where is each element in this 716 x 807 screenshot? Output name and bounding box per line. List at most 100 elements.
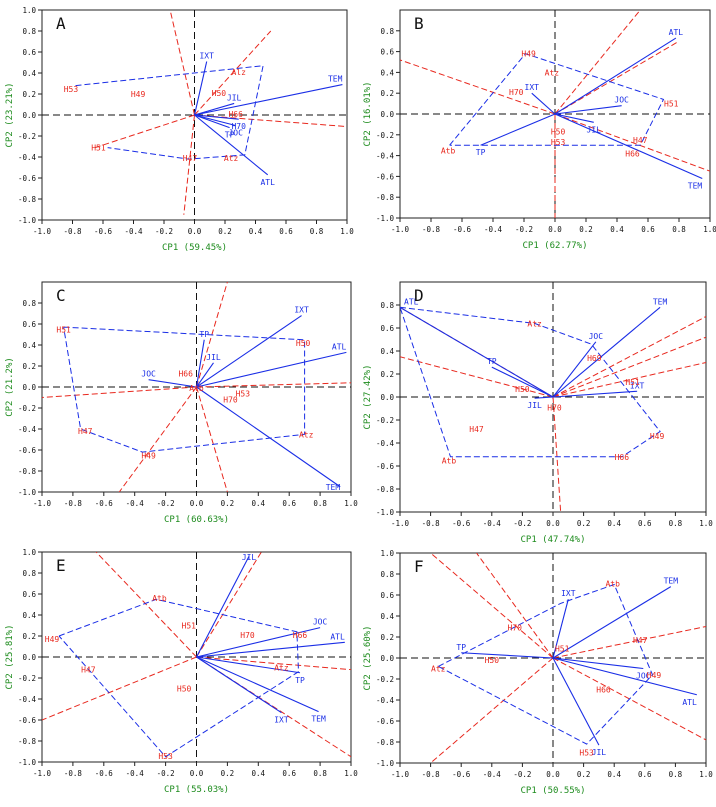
x-tick-label: -0.8 [64, 499, 83, 508]
sector-ray [196, 382, 351, 388]
sector-ray [552, 396, 562, 512]
x-tick-label: 0.6 [279, 227, 293, 236]
y-tick-label: 0.0 [380, 393, 394, 402]
genotype-vector [194, 114, 269, 176]
genotype-label: JOC [636, 672, 651, 681]
x-axis-label: CP1 (59.45%) [162, 243, 227, 253]
y-axis-label: CP2 (25.81%) [5, 624, 15, 689]
environment-label: H51 [56, 325, 71, 334]
environment-label: H53 [158, 752, 173, 761]
genotype-label: ATL [330, 632, 345, 641]
x-tick-label: 0.4 [610, 225, 624, 234]
y-tick-label: 0.6 [22, 48, 36, 57]
x-tick-label: 0.8 [313, 769, 327, 778]
environment-label: Atz [431, 665, 446, 674]
panel-letter: E [56, 556, 66, 575]
y-tick-label: 0.8 [380, 27, 394, 36]
environment-label: H49 [141, 451, 156, 460]
x-tick-label: -0.2 [513, 519, 531, 528]
x-tick-label: -0.4 [126, 769, 145, 778]
y-tick-label: -1.0 [376, 508, 395, 517]
environment-label: H47 [183, 154, 198, 163]
environment-label: H51 [182, 622, 197, 631]
x-tick-label: 1.0 [344, 769, 358, 778]
genotype-label: TP [476, 148, 486, 157]
y-tick-label: 1.0 [380, 549, 394, 558]
genotype-vector [531, 92, 556, 115]
environment-label: H70 [223, 396, 238, 405]
sector-ray [169, 10, 195, 116]
x-tick-label: 0.8 [310, 227, 324, 236]
y-tick-label: 0.0 [380, 654, 394, 663]
plot-area [42, 282, 351, 492]
y-tick-label: -0.4 [376, 696, 395, 705]
genotype-label: TEM [653, 297, 668, 306]
genotype-label: IXT [274, 716, 289, 725]
x-tick-label: 0.2 [579, 225, 593, 234]
environment-label: Atb [441, 146, 456, 155]
genotype-vector [554, 37, 677, 115]
x-axis-label: CP1 (50.55%) [520, 786, 585, 796]
y-tick-label: 0.6 [22, 320, 36, 329]
environment-label: H47 [633, 136, 648, 145]
panel-letter: C [56, 286, 66, 305]
x-tick-label: -0.6 [95, 769, 114, 778]
y-tick-label: -1.0 [18, 758, 37, 767]
sector-ray [430, 657, 554, 763]
x-tick-label: 0.6 [641, 225, 655, 234]
genotype-vector [196, 641, 345, 658]
y-tick-label: -1.0 [18, 488, 37, 497]
hull-polygon [400, 306, 661, 458]
x-tick-label: 0.2 [577, 770, 591, 779]
genotype-label: JOC [313, 618, 328, 627]
sector-ray [554, 40, 680, 115]
x-tick-label: -1.0 [391, 770, 410, 779]
genotype-vector [193, 61, 208, 116]
genotype-vector [552, 599, 569, 659]
y-tick-label: 0.2 [22, 632, 36, 641]
sector-ray [196, 656, 351, 671]
genotype-vector [400, 306, 554, 398]
x-tick-label: 0.4 [607, 519, 621, 528]
hull-polygon [438, 583, 654, 745]
environment-label: H49 [45, 635, 60, 644]
y-tick-label: 0.0 [22, 383, 36, 392]
x-tick-label: -0.2 [157, 499, 175, 508]
hull-polygon [63, 326, 306, 453]
x-tick-label: 0.0 [546, 770, 560, 779]
sector-ray [552, 336, 706, 398]
x-tick-label: 0.6 [638, 770, 652, 779]
genotype-label: TEM [326, 483, 341, 492]
sector-ray [552, 316, 706, 398]
environment-label: Atb [152, 594, 167, 603]
environment-label: H53 [236, 389, 251, 398]
x-axis-label: CP1 (62.77%) [522, 241, 587, 251]
x-tick-label: 0.6 [638, 519, 652, 528]
environment-label: Atb [605, 579, 620, 588]
panel-F: -1.0 -0.8 -0.6 -0.4 -0.2 0.0 0.2 0.4 0.6 0.8 1.0 1.… [363, 549, 713, 796]
environment-label: H66 [625, 150, 640, 159]
panel-letter: A [56, 14, 66, 33]
genotype-vector [552, 306, 661, 398]
y-tick-label: 0.2 [380, 370, 394, 379]
y-tick-label: 0.6 [380, 591, 394, 600]
genotype-vector [196, 656, 319, 713]
environment-label: H51 [555, 645, 570, 654]
y-tick-label: 0.0 [22, 653, 36, 662]
environment-label: H49 [521, 50, 536, 59]
genotype-label: JIL [206, 353, 221, 362]
genotype-vector [554, 113, 594, 123]
y-tick-label: -0.8 [18, 195, 37, 204]
x-tick-label: 0.0 [548, 225, 562, 234]
genotype-vector [194, 114, 239, 120]
sector-ray [430, 553, 554, 659]
genotype-vector [148, 379, 197, 388]
genotype-vector [194, 102, 235, 116]
y-tick-label: 0.6 [22, 590, 36, 599]
x-tick-label: -1.0 [33, 769, 52, 778]
environment-label: H50 [515, 385, 530, 394]
y-tick-label: 0.4 [22, 341, 36, 350]
y-axis-label: CP2 (23.21%) [5, 82, 15, 147]
x-tick-label: -0.4 [126, 499, 145, 508]
genotype-label: TP [295, 676, 305, 685]
